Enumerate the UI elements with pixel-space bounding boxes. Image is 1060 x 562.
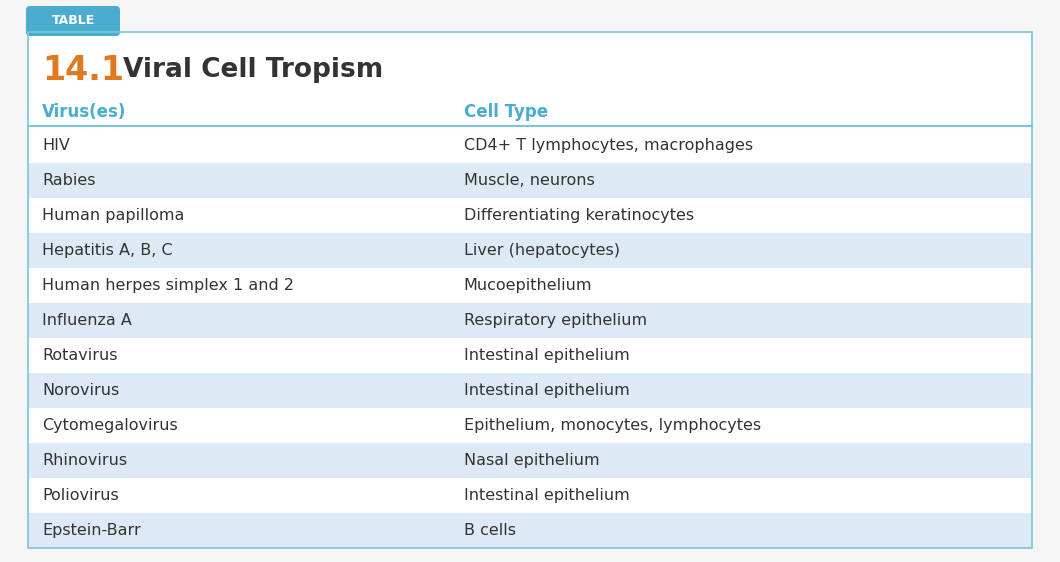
- Bar: [28, 513, 1032, 548]
- Bar: [28, 373, 1032, 408]
- Text: Intestinal epithelium: Intestinal epithelium: [463, 488, 630, 503]
- Text: TABLE: TABLE: [51, 15, 94, 28]
- Bar: [28, 443, 1032, 478]
- Text: Epithelium, monocytes, lymphocytes: Epithelium, monocytes, lymphocytes: [463, 418, 761, 433]
- Text: Rotavirus: Rotavirus: [42, 348, 118, 363]
- Text: Cell Type: Cell Type: [463, 103, 548, 121]
- Text: Human herpes simplex 1 and 2: Human herpes simplex 1 and 2: [42, 278, 294, 293]
- Text: Differentiating keratinocytes: Differentiating keratinocytes: [463, 208, 694, 223]
- Text: Intestinal epithelium: Intestinal epithelium: [463, 348, 630, 363]
- Text: Influenza A: Influenza A: [42, 313, 131, 328]
- Text: Cytomegalovirus: Cytomegalovirus: [42, 418, 178, 433]
- Text: Norovirus: Norovirus: [42, 383, 119, 398]
- Text: HIV: HIV: [42, 138, 70, 153]
- Text: Intestinal epithelium: Intestinal epithelium: [463, 383, 630, 398]
- Bar: [28, 163, 1032, 198]
- Bar: [28, 303, 1032, 338]
- Text: Poliovirus: Poliovirus: [42, 488, 119, 503]
- Text: Viral Cell Tropism: Viral Cell Tropism: [123, 57, 384, 83]
- Text: Human papilloma: Human papilloma: [42, 208, 184, 223]
- Text: Hepatitis A, B, C: Hepatitis A, B, C: [42, 243, 173, 258]
- Text: Mucoepithelium: Mucoepithelium: [463, 278, 593, 293]
- Text: Liver (hepatocytes): Liver (hepatocytes): [463, 243, 620, 258]
- Text: Nasal epithelium: Nasal epithelium: [463, 453, 599, 468]
- Text: Epstein-Barr: Epstein-Barr: [42, 523, 141, 538]
- FancyBboxPatch shape: [26, 6, 120, 36]
- Text: Muscle, neurons: Muscle, neurons: [463, 173, 595, 188]
- Text: Rhinovirus: Rhinovirus: [42, 453, 127, 468]
- Text: Virus(es): Virus(es): [42, 103, 126, 121]
- Text: 14.1: 14.1: [42, 53, 124, 87]
- Text: Rabies: Rabies: [42, 173, 95, 188]
- Text: B cells: B cells: [463, 523, 515, 538]
- Text: CD4+ T lymphocytes, macrophages: CD4+ T lymphocytes, macrophages: [463, 138, 753, 153]
- Text: Respiratory epithelium: Respiratory epithelium: [463, 313, 647, 328]
- Bar: [28, 233, 1032, 268]
